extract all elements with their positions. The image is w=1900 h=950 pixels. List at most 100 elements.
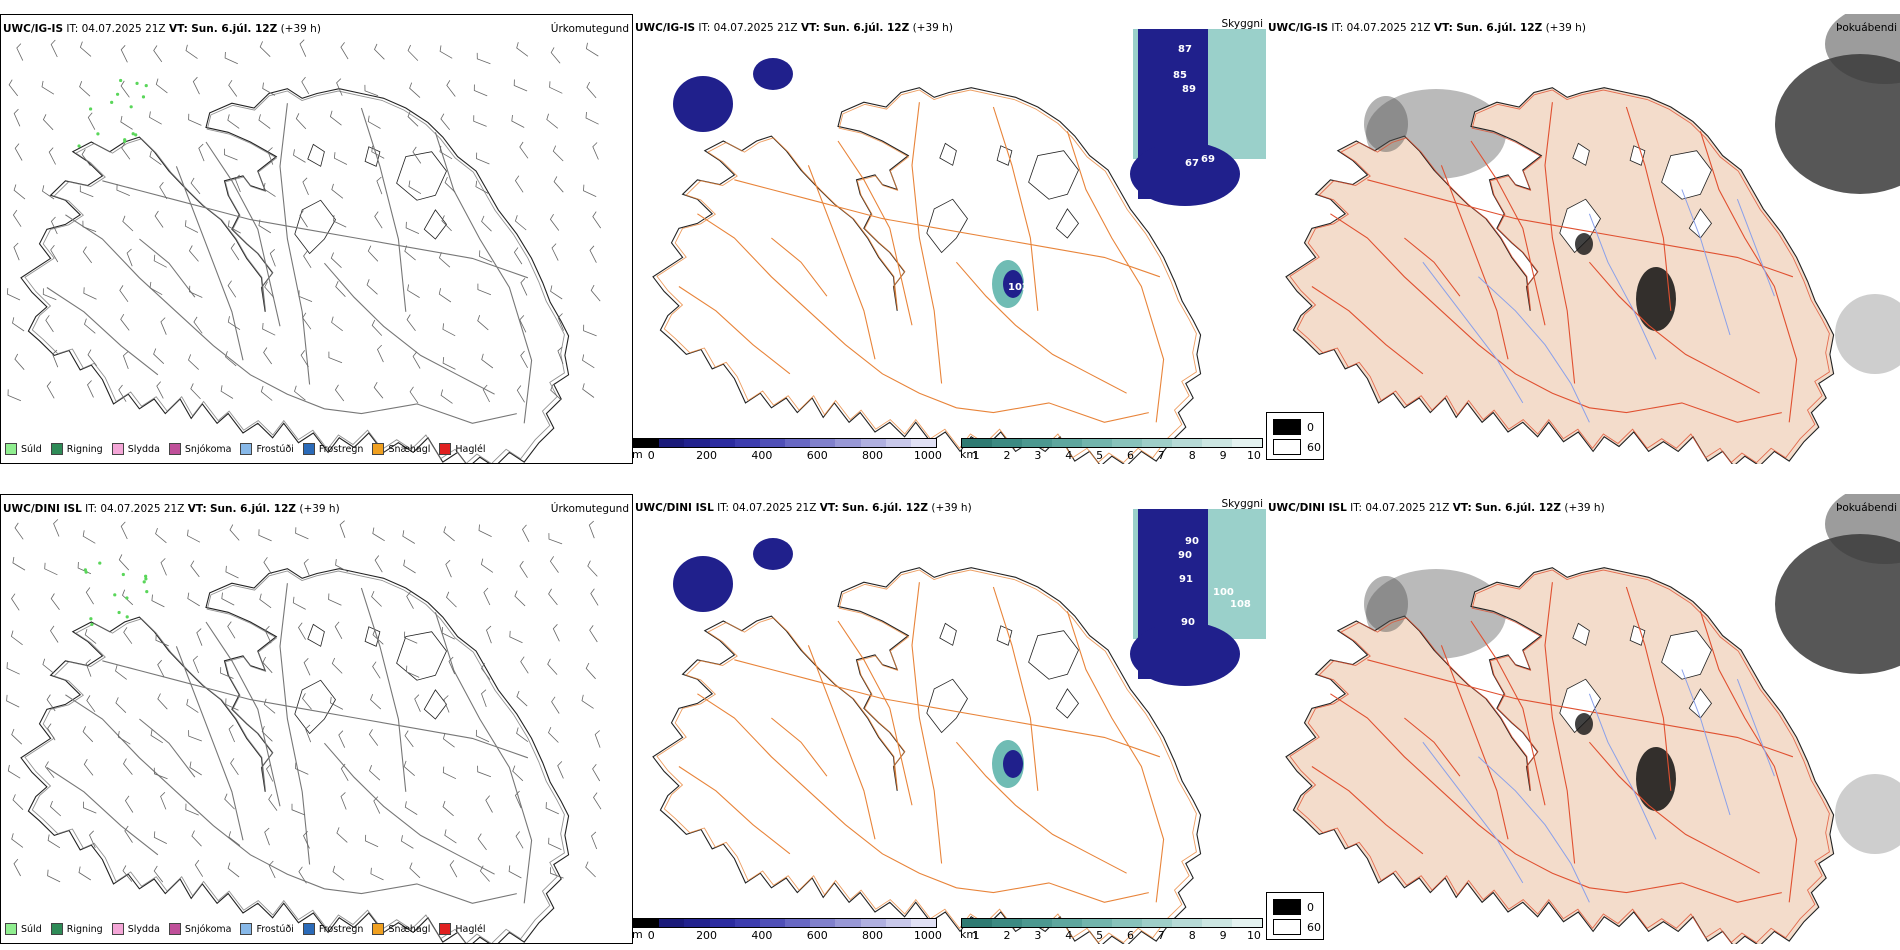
wind-barb xyxy=(263,698,276,714)
wind-barb xyxy=(482,384,490,403)
colorbar-cells xyxy=(961,438,1263,448)
fog-patch xyxy=(1364,96,1408,152)
panel-title: Þokuábendi xyxy=(1836,502,1897,514)
colorbar-cell xyxy=(709,919,735,927)
drizzle-dot xyxy=(142,580,146,584)
wind-barb xyxy=(331,657,343,674)
drizzle-dot xyxy=(144,574,148,578)
colorbar-cells xyxy=(633,918,937,928)
wind-barb xyxy=(87,349,98,367)
road xyxy=(1066,611,1165,903)
panel-precip-type-row1: UWC/IG-IS IT: 04.07.2025 21Z VT: Sun. 6.… xyxy=(0,14,633,464)
road xyxy=(955,261,1127,394)
colorbar-cell xyxy=(759,919,786,927)
wind-barb xyxy=(225,698,239,711)
colorbar-tick: 9 xyxy=(1219,449,1227,462)
fog-map xyxy=(1285,14,1900,464)
colorbar-cell xyxy=(1082,439,1112,447)
colorbar-cell xyxy=(885,439,911,447)
legend-item: Snæhagl xyxy=(372,923,430,935)
road xyxy=(1544,582,1576,864)
road xyxy=(1440,645,1509,840)
colorbar-tick: 400 xyxy=(751,929,773,942)
wind-barb xyxy=(42,288,57,301)
land-fog xyxy=(1364,576,1676,811)
colorbar-ticks: 1 2 3 4 5 6 7 8 9 10 xyxy=(961,448,1263,462)
fog-legend-label: 60 xyxy=(1307,440,1321,454)
wind-barb xyxy=(298,866,307,884)
colorbar-tick: 3 xyxy=(1034,449,1042,462)
road xyxy=(837,620,913,806)
colorbar-tick: 4 xyxy=(1065,449,1073,462)
wind-barb xyxy=(79,41,92,57)
river xyxy=(1588,213,1657,360)
colorbar-cell xyxy=(1172,439,1202,447)
wind-barb xyxy=(155,78,168,94)
legend-item: Frostúði xyxy=(240,923,294,935)
wind-barb xyxy=(154,210,164,228)
fog-patch xyxy=(1775,54,1900,194)
road xyxy=(205,141,281,327)
wind-barb xyxy=(590,284,601,302)
visibility-label: 102 xyxy=(1008,282,1029,293)
river xyxy=(1681,669,1731,816)
fog-legend-label: 60 xyxy=(1307,920,1321,934)
road xyxy=(771,237,828,297)
river-network xyxy=(1422,189,1775,423)
wind-barb xyxy=(227,862,240,878)
glacier-outline xyxy=(364,626,381,647)
visibility-label: 89 xyxy=(1182,84,1196,95)
road xyxy=(1625,586,1672,791)
colorbar-cell xyxy=(684,439,710,447)
road xyxy=(139,238,196,298)
wind-barb xyxy=(374,555,383,573)
wind-barb xyxy=(301,76,310,95)
wind-barb xyxy=(87,112,96,130)
drizzle-area xyxy=(83,561,149,627)
wind-barb xyxy=(46,694,56,712)
vis-navy-area xyxy=(1003,750,1023,778)
legend-swatch xyxy=(111,443,124,455)
colorbar-tick: 9 xyxy=(1219,929,1227,942)
colorbar-cell xyxy=(659,439,685,447)
wind-barb xyxy=(303,658,311,676)
wind-barb xyxy=(224,793,235,810)
panel-title: Skyggni xyxy=(1221,498,1264,510)
wind-barb xyxy=(593,792,602,810)
wind-barb xyxy=(14,522,24,540)
colorbar-tick: 8 xyxy=(1188,449,1196,462)
road xyxy=(911,582,943,864)
colorbar-cell xyxy=(1022,439,1052,447)
road xyxy=(360,587,407,792)
colorbar-cell xyxy=(810,439,836,447)
wind-barb xyxy=(340,763,349,781)
wind-barb xyxy=(160,558,167,576)
road xyxy=(1311,286,1424,375)
wind-barb xyxy=(305,724,312,743)
wind-barb xyxy=(153,831,167,844)
wind-barb xyxy=(370,867,384,881)
fog-patch xyxy=(1775,534,1900,674)
road xyxy=(678,766,791,855)
river-network xyxy=(1422,669,1775,903)
wind-barb xyxy=(50,593,60,611)
legend-item: Haglél xyxy=(439,443,486,455)
wind-barb xyxy=(586,81,597,99)
colorbar-unit: km xyxy=(960,928,978,941)
colorbar-tick: 1000 xyxy=(913,449,942,462)
wind-barb xyxy=(511,114,525,128)
wind-barb xyxy=(553,176,564,193)
colorbar-cells xyxy=(633,438,937,448)
visibility-label: 91 xyxy=(1179,574,1193,585)
wind-barb xyxy=(184,220,199,233)
wind-barb xyxy=(187,529,201,543)
wind-barb xyxy=(225,351,237,367)
wind-barb xyxy=(120,80,130,98)
wind-barb xyxy=(478,524,492,537)
wind-barb xyxy=(514,215,527,231)
colorbar-unit: m xyxy=(633,448,643,461)
wind-barb xyxy=(404,801,418,815)
drizzle-dot xyxy=(144,577,148,581)
wind-barb xyxy=(585,42,599,57)
wind-barb xyxy=(374,211,383,229)
